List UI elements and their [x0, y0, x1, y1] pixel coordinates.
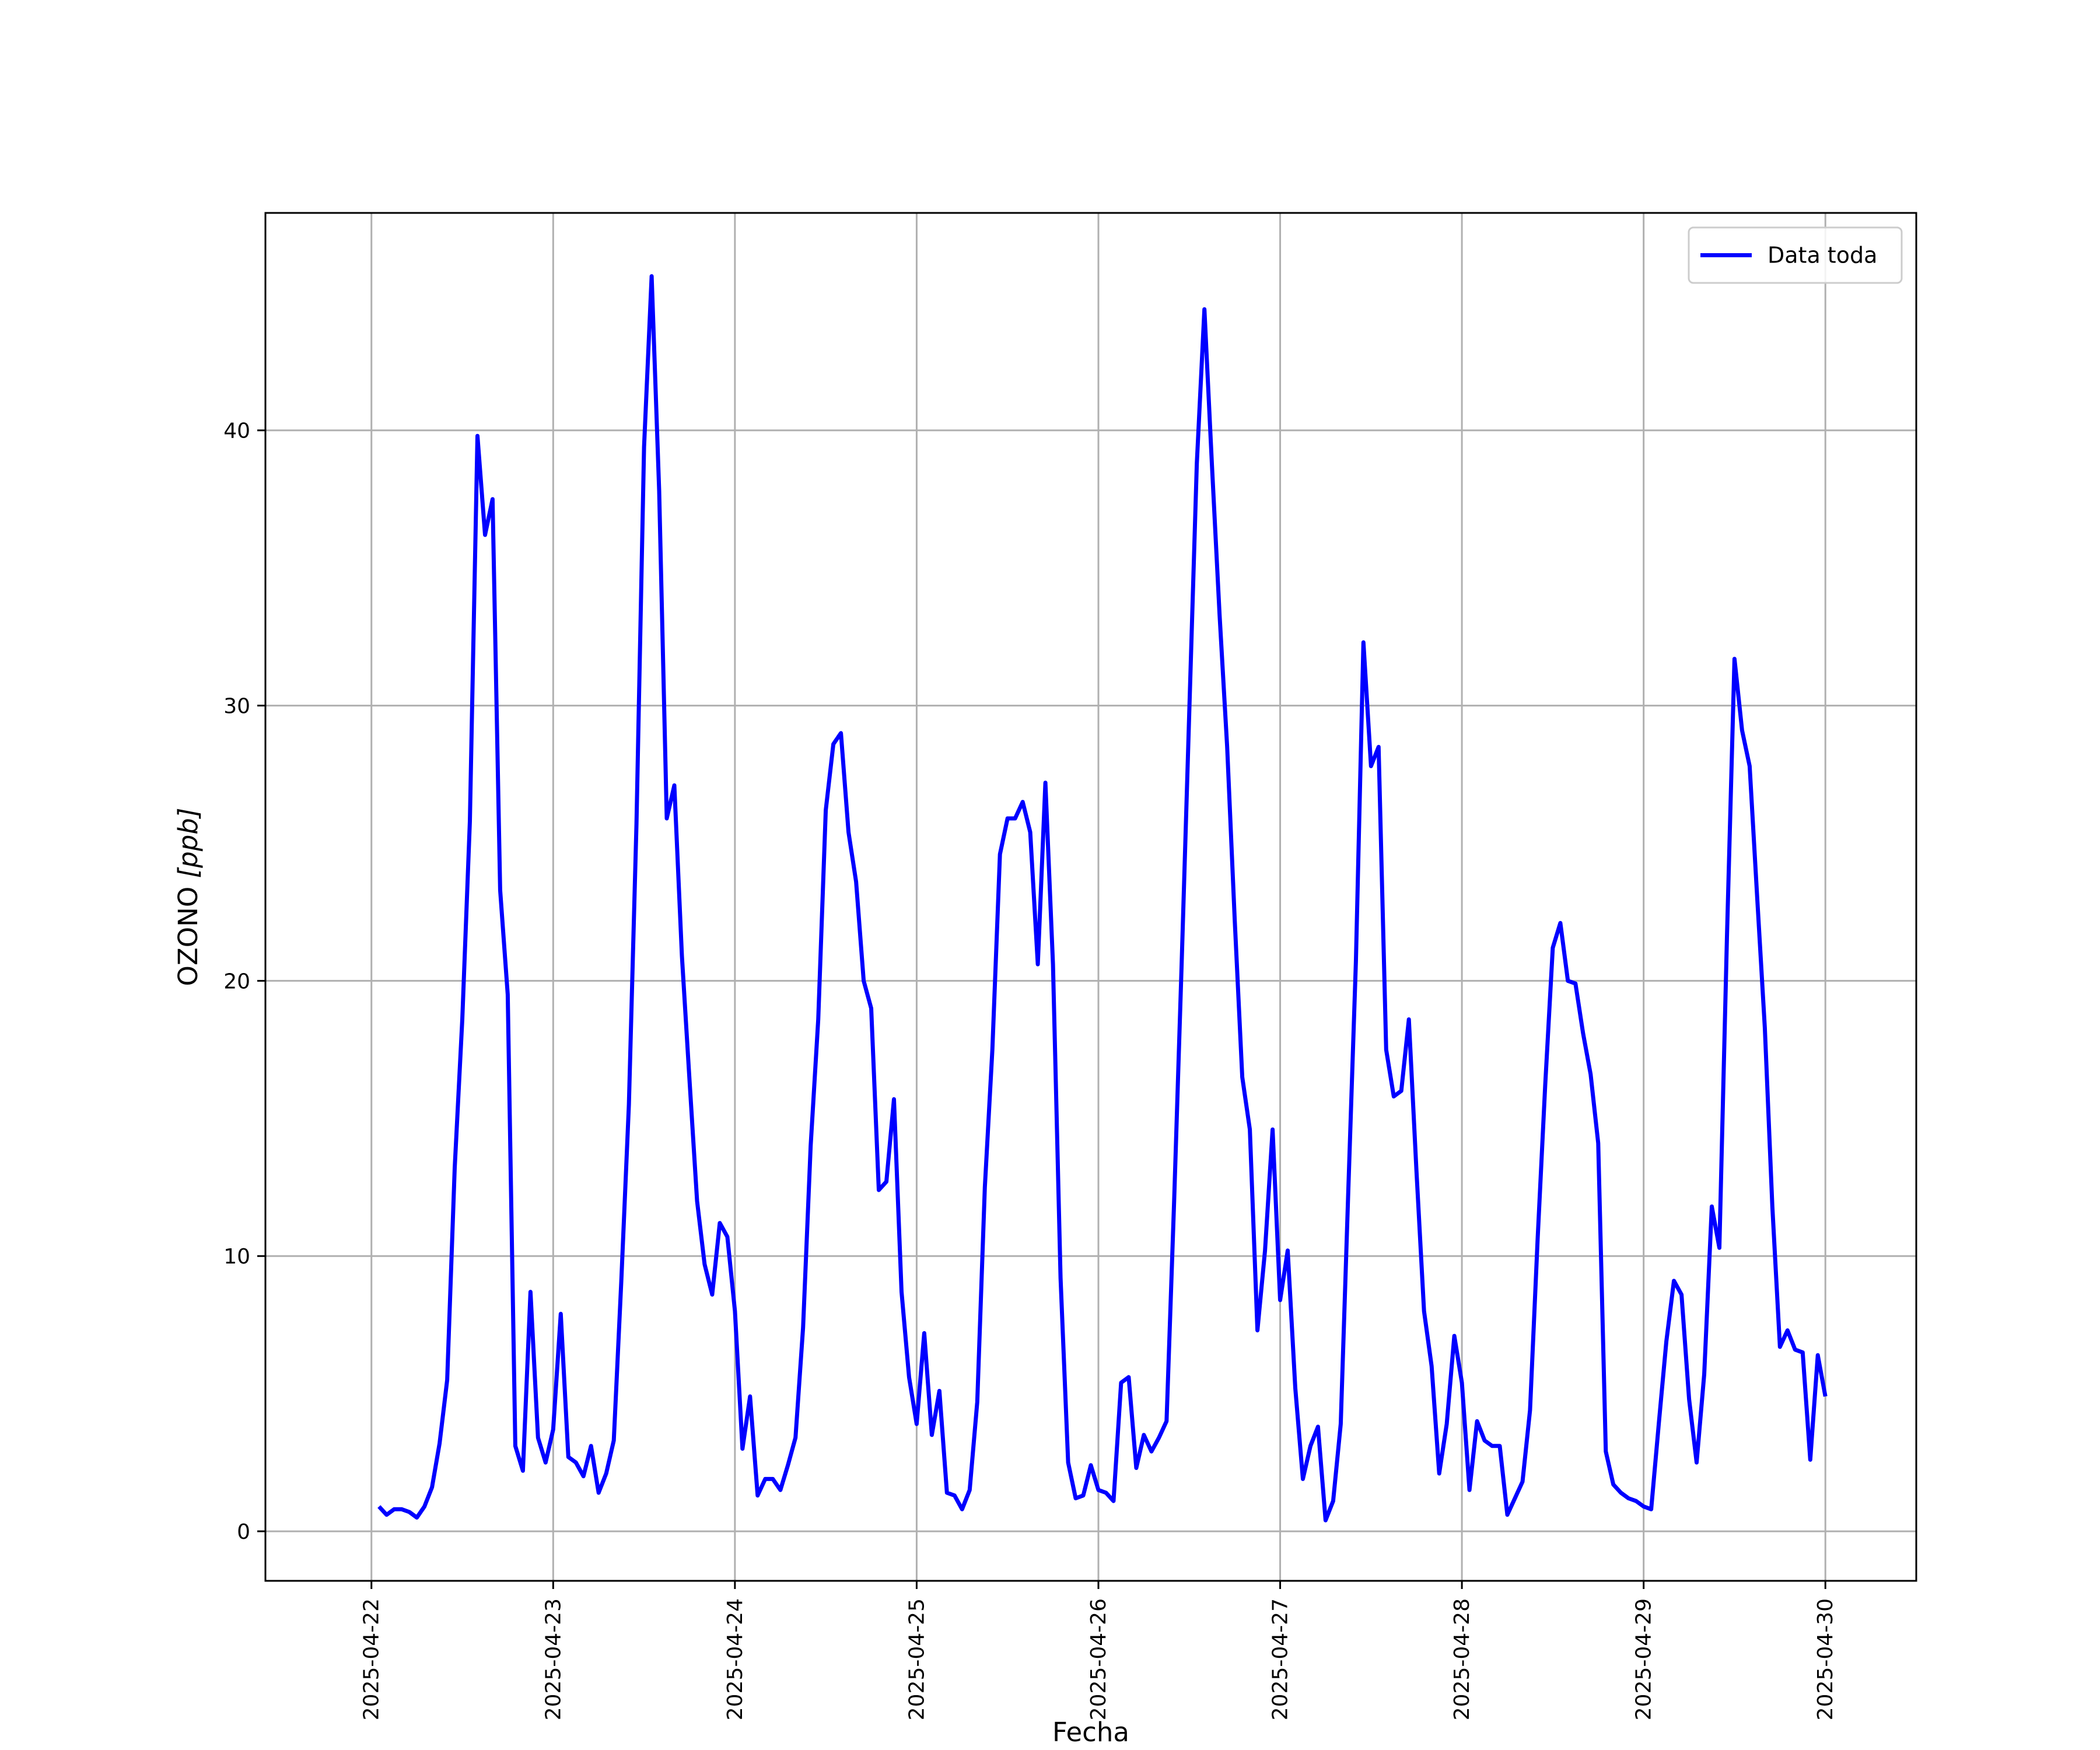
x-tick-label: 2025-04-24	[723, 1598, 747, 1720]
grid	[265, 213, 1916, 1581]
series-line-data-toda	[377, 274, 1828, 1522]
y-tick-label: 30	[223, 695, 250, 719]
y-axis-label-main: OZONO	[173, 878, 204, 986]
y-axis-label: OZONO [ppb]	[173, 808, 204, 986]
legend-label-data-toda: Data toda	[1768, 243, 1877, 268]
y-tick-label: 10	[223, 1245, 250, 1269]
legend: Data toda	[1688, 226, 1903, 284]
axis-ticks: 2025-04-22 2025-04-23 2025-04-24 2025-04-25…	[223, 419, 1838, 1720]
series-layer	[377, 274, 1828, 1522]
y-tick-label: 20	[223, 970, 250, 993]
x-tick-label: 2025-04-26	[1087, 1598, 1111, 1720]
y-tick-label: 0	[237, 1520, 250, 1544]
x-axis-label: Fecha	[1052, 1717, 1129, 1748]
x-tick-label: 2025-04-23	[541, 1598, 565, 1720]
x-tick-label: 2025-04-30	[1814, 1598, 1838, 1720]
x-tick-label: 2025-04-29	[1632, 1598, 1656, 1720]
x-tick-label: 2025-04-25	[905, 1598, 929, 1720]
x-tick-label: 2025-04-28	[1450, 1598, 1474, 1720]
legend-box	[1688, 226, 1903, 284]
x-tick-label: 2025-04-27	[1269, 1598, 1293, 1720]
plot-frame	[264, 212, 1917, 1582]
x-tick-label: 2025-04-22	[360, 1598, 384, 1720]
y-axis-label-unit: [ppb]	[173, 808, 204, 878]
y-tick-label: 40	[223, 419, 250, 443]
